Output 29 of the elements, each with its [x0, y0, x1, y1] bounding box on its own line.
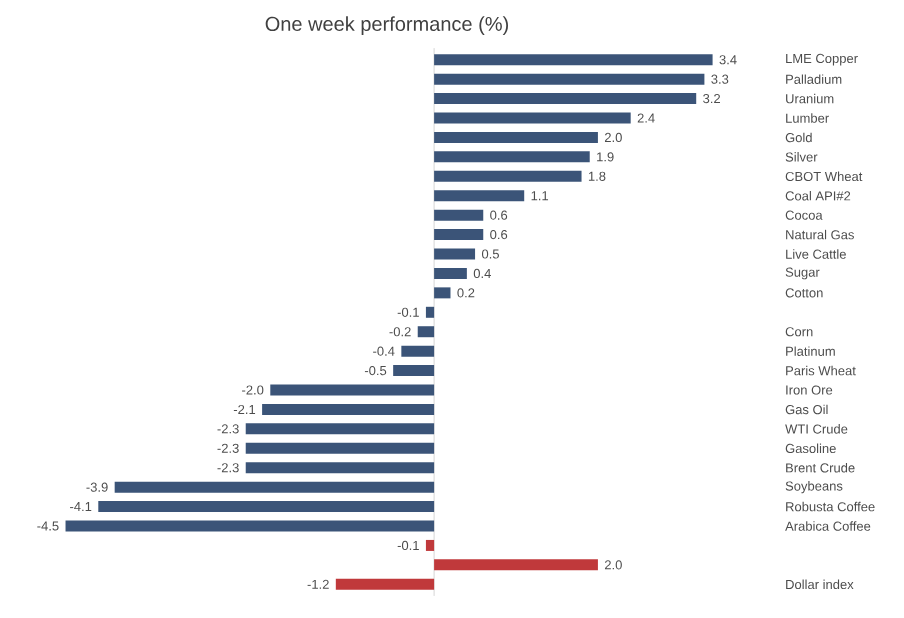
bar — [393, 365, 435, 377]
bar — [417, 326, 435, 338]
bar — [434, 151, 590, 163]
bar — [434, 93, 697, 105]
bar — [425, 306, 435, 318]
bar — [65, 520, 435, 532]
bar — [434, 267, 467, 279]
bar — [401, 345, 435, 357]
bar — [434, 559, 598, 571]
bar — [434, 170, 582, 182]
bar — [245, 462, 435, 474]
bar — [434, 209, 484, 221]
bar — [434, 112, 631, 124]
bar — [434, 54, 713, 66]
bar — [114, 481, 435, 493]
bar — [434, 73, 705, 85]
bar — [434, 248, 476, 260]
chart-title: One week performance (%) — [265, 16, 509, 35]
bar — [245, 442, 435, 454]
bar — [425, 539, 435, 551]
bar — [434, 287, 451, 299]
bar — [434, 190, 525, 202]
bar — [335, 578, 435, 590]
bar — [434, 229, 484, 241]
bar — [270, 384, 435, 396]
bar — [434, 131, 598, 143]
bar — [245, 423, 435, 435]
bar — [98, 501, 435, 513]
bar — [262, 403, 435, 415]
